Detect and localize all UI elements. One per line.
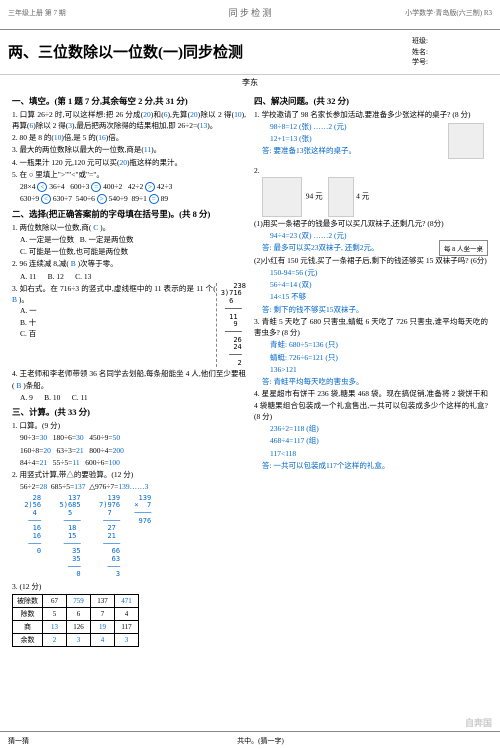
a4-2c1: 150-94=56 (元)	[254, 267, 488, 278]
q2-4: 4. 王老师和李老师带领 36 名同学去划船,每条船能坐 4 人,他们至少要租(…	[12, 368, 246, 391]
calc-r2: 160÷8=20 63÷3=21 800÷4=200	[12, 445, 246, 456]
q4-2: 2.	[254, 165, 488, 176]
a4-4c: 117<118	[254, 448, 488, 459]
product-images: 94 元 4 元	[254, 177, 488, 217]
q4-1: 1. 学校邀请了 98 名家长参加活动,要准备多少张这样的桌子? (8 分)	[254, 109, 488, 120]
calc-r3: 84÷4=21 55÷5=11 600÷6=100	[12, 457, 246, 468]
a4-2c3: 14<15 不够	[254, 291, 488, 302]
a4-3b: 蜻蜓: 726÷6=121 (只)	[254, 352, 488, 363]
vcalc-3v: 139 × 7 ──── 976	[134, 495, 151, 580]
ftr-center: 共中。(猜一字)	[237, 736, 284, 746]
hdr-left: 三年级上册 第 7 期	[8, 8, 66, 18]
q2-1-opts: A. 一定是一位数 B. 一定是两位数	[12, 234, 246, 245]
vcalc-1: 28 2)56 4 ─── 16 16 ─── 0	[20, 495, 45, 580]
a4-4d: 答: 一共可以包装成117个这样的礼盒。	[254, 460, 488, 471]
note-box: 每 8 人坐一桌	[439, 240, 488, 256]
a4-4a: 236÷2=118 (组)	[254, 423, 488, 434]
q1-1: 1. 口算 26÷2 时,可以这样想:把 26 分成(20)和(6),先算(20…	[12, 109, 246, 132]
a4-2c2: 56÷4=14 (双)	[254, 279, 488, 290]
id-label: 学号:	[412, 57, 492, 68]
watermark: 自奔国	[465, 716, 492, 729]
q1-5: 5. 在 ○ 里填上">""<"或"="。	[12, 169, 246, 180]
q2-1-optc: C. 可能是一位数,也可能是两位数	[12, 246, 246, 257]
q2-2: 2. 96 连续减 8,减( B )次等于零。	[12, 258, 246, 269]
a4-3d: 答: 青蛙平均每天吃的害虫多。	[254, 376, 488, 387]
hdr-center: 同 步 检 测	[229, 6, 272, 19]
division-table: 被除数67759137471 除数5674 商1312619117 余数2343	[12, 594, 139, 647]
a4-4b: 468÷4=117 (组)	[254, 435, 488, 446]
q2-4-opts: A. 9 B. 10 C. 11	[12, 392, 246, 403]
s3-sub2: 2. 用竖式计算,带△的要验算。(12 分)	[12, 469, 246, 480]
q1-3: 3. 最大的两位数除以最大的一位数,商是(11)。	[12, 144, 246, 155]
name-label: 姓名:	[412, 47, 492, 58]
a4-2c4: 答: 剩下的钱不够买15双袜子。	[254, 304, 488, 315]
q4-2a: (1)用买一条裙子的钱最多可以买几双袜子,还剩几元? (8分)	[254, 218, 488, 229]
section-4-title: 四、解决问题。(共 32 分)	[254, 95, 488, 107]
ftr-left: 猜一猜	[8, 736, 29, 746]
q4-3: 3. 青蛙 5 天吃了 680 只害虫,蜻蜓 6 天吃了 726 只害虫,谁平均…	[254, 316, 488, 339]
class-label: 班级:	[412, 36, 492, 47]
table-image	[448, 123, 484, 159]
hdr-right: 小学数学·青岛版(六三制) R3	[405, 8, 492, 18]
vcalc-2: 137 5)685 5 ──── 18 15 ──── 35 35 ─── 0	[55, 495, 85, 580]
q2-2-opts: A. 11 B. 12 C. 13	[12, 271, 246, 282]
vcalc-headers: 56÷2=28 685÷5=137 △976÷7=139……3	[12, 481, 246, 492]
division-sample: 238 3)716 6 ──── 11 9 ──── 26 24 ─── 2	[216, 283, 246, 368]
q4-4: 4. 星星超市有饼干 236 袋,糖果 468 袋。现在搞促销,准备将 2 袋饼…	[254, 388, 488, 422]
q4-2c: (2)小红有 150 元钱,买了一条裙子后,剩下的钱还够买 15 双袜子吗? (…	[254, 255, 488, 266]
q1-4: 4. 一瓶果汁 120 元,120 元可以买(20)瓶这样的果汁。	[12, 157, 246, 168]
q1-2: 2. 80 是 8 的(10)倍,是 5 的(16)倍。	[12, 132, 246, 143]
student-info: 班级: 姓名: 学号:	[412, 36, 492, 68]
compare-row1: 28×4 < 36÷4 600÷3 = 400÷2 42÷2 > 42÷3	[12, 181, 246, 192]
q2-1: 1. 两位数除以一位数,商( C )。	[12, 222, 246, 233]
section-2-title: 二、选择(把正确答案前的字母填在括号里)。(共 8 分)	[12, 208, 246, 220]
q2-3: 3. 如右式。在 716÷3 的竖式中,虚线框中的 11 表示的是 11 个( …	[12, 283, 246, 368]
socks-image	[328, 177, 354, 217]
s3-sub3: 3. (12 分)	[12, 581, 246, 592]
section-3-title: 三、计算。(共 33 分)	[12, 406, 246, 418]
s3-sub1: 1. 口算。(9 分)	[12, 420, 246, 431]
a4-3c: 136>121	[254, 364, 488, 375]
compare-row2: 630÷9 < 630÷7 540÷6 > 540÷9 89÷1 = 89	[12, 193, 246, 204]
section-1-title: 一、填空。(第 1 题 7 分,其余每空 2 分,共 31 分)	[12, 95, 246, 107]
calc-r1: 90÷3=30 180÷6=30 450÷9=50	[12, 432, 246, 443]
a4-3a: 青蛙: 680÷5=136 (只)	[254, 339, 488, 350]
author: 李东	[0, 75, 500, 92]
page-title: 两、三位数除以一位数(一)同步检测	[8, 41, 412, 62]
skirt-image	[262, 177, 302, 217]
vcalc-3: 139 7)976 7 ──── 27 21 ──── 66 63 ─── 3	[95, 495, 125, 580]
